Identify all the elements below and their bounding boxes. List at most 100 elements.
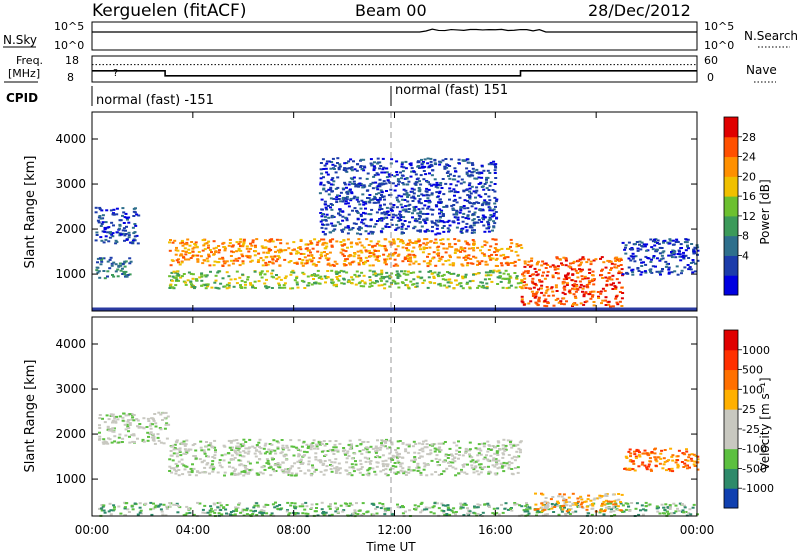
power-echo-cell (330, 161, 334, 163)
power-echo-cell (427, 199, 431, 202)
power-echo-cell (536, 262, 539, 265)
power-ytick-label: 2000 (55, 222, 86, 236)
power-echo-cell (110, 221, 114, 224)
power-echo-cell (289, 260, 293, 262)
velocity-echo-cell (614, 503, 618, 506)
time-tick-label: 04:00 (176, 523, 211, 537)
velocity-echo-cell (295, 472, 299, 475)
velocity-echo-cell (271, 458, 275, 461)
velocity-echo-cell (670, 455, 674, 458)
power-echo-cell (327, 216, 331, 219)
velocity-echo-cell (667, 468, 671, 471)
velocity-echo-cell (571, 502, 575, 505)
velocity-echo-cell (691, 506, 695, 509)
power-echo-cell (358, 241, 362, 244)
velocity-echo-cell (381, 463, 385, 465)
power-echo-cell (485, 227, 489, 230)
velocity-ytick-label: 3000 (55, 382, 86, 396)
power-echo-cell (168, 287, 172, 289)
power-echo-cell (527, 260, 531, 263)
velocity-echo-cell (322, 511, 326, 514)
power-echo-cell (383, 287, 387, 290)
velocity-echo-cell (194, 449, 198, 452)
power-echo-cell (490, 215, 494, 218)
power-echo-cell (383, 283, 387, 286)
power-echo-cell (337, 212, 341, 215)
velocity-echo-cell (376, 447, 380, 450)
power-echo-cell (472, 255, 476, 258)
power-echo-cell (103, 230, 107, 233)
power-echo-cell (475, 171, 479, 174)
power-echo-cell (246, 276, 250, 279)
power-echo-cell (203, 242, 207, 245)
power-echo-cell (168, 249, 172, 252)
velocity-echo-cell (276, 446, 280, 449)
velocity-echo-cell (309, 473, 313, 476)
power-echo-cell (532, 286, 536, 289)
velocity-echo-cell (422, 468, 426, 471)
velocity-echo-cell (448, 508, 452, 511)
power-echo-cell (223, 261, 227, 264)
velocity-echo-cell (513, 459, 517, 462)
velocity-echo-cell (686, 467, 689, 470)
power-echo-cell (493, 247, 497, 249)
velocity-echo-cell (163, 427, 167, 430)
power-echo-cell (327, 257, 331, 260)
power-echo-cell (373, 195, 377, 198)
velocity-echo-cell (401, 467, 405, 470)
power-echo-cell (133, 235, 137, 238)
power-echo-cell (471, 213, 475, 216)
power-echo-cell (596, 291, 600, 293)
power-echo-cell (391, 182, 395, 185)
power-echo-cell (565, 284, 569, 286)
velocity-echo-cell (258, 445, 261, 448)
velocity-echo-cell (616, 509, 620, 511)
velocity-echo-cell (320, 443, 324, 445)
velocity-echo-cell (154, 425, 158, 428)
velocity-ylabel: Slant Range [km] (23, 360, 38, 473)
power-echo-cell (327, 204, 330, 207)
velocity-echo-cell (196, 470, 200, 473)
power-echo-cell (422, 248, 426, 251)
velocity-echo-cell (478, 504, 482, 506)
velocity-echo-cell (328, 440, 332, 443)
power-echo-cell (590, 290, 594, 293)
power-echo-cell (480, 204, 484, 207)
power-echo-cell (629, 259, 633, 262)
velocity-echo-cell (556, 500, 560, 503)
power-echo-cell (655, 270, 659, 273)
power-echo-cell (200, 275, 204, 278)
power-echo-cell (533, 267, 537, 270)
power-echo-cell (362, 184, 366, 187)
velocity-echo-cell (571, 492, 575, 495)
velocity-echo-cell (203, 512, 207, 514)
power-echo-cell (441, 178, 445, 180)
power-echo-cell (418, 245, 422, 248)
power-echo-cell (409, 256, 413, 259)
velocity-echo-cell (303, 508, 307, 511)
velocity-echo-cell (354, 463, 358, 466)
power-echo-cell (395, 227, 399, 230)
power-echo-cell (436, 186, 440, 189)
power-echo-cell (360, 221, 364, 224)
power-echo-cell (238, 264, 242, 267)
velocity-echo-cell (301, 462, 305, 465)
velocity-echo-cell (109, 413, 113, 416)
velocity-echo-cell (216, 506, 220, 509)
power-echo-cell (621, 273, 625, 276)
velocity-echo-cell (190, 471, 194, 474)
velocity-echo-cell (208, 466, 212, 469)
velocity-echo-cell (394, 472, 398, 475)
power-echo-cell (607, 272, 611, 274)
velocity-echo-cell (314, 458, 318, 461)
velocity-echo-cell (296, 448, 300, 451)
power-echo-cell (592, 301, 596, 303)
power-echo-cell (400, 231, 404, 234)
velocity-echo-cell (462, 514, 466, 517)
power-echo-cell (414, 184, 418, 186)
power-echo-cell (434, 233, 438, 236)
power-echo-cell (619, 264, 623, 266)
power-echo-cell (537, 298, 541, 301)
power-echo-cell (400, 161, 404, 164)
